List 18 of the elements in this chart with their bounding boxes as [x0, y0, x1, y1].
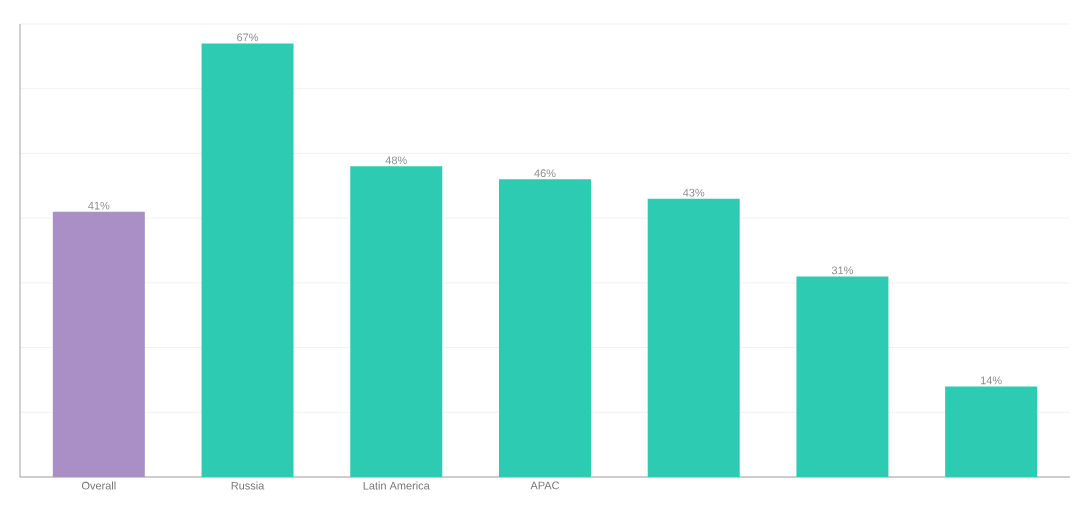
bar [52, 211, 145, 477]
data-label: 14% [981, 376, 1002, 385]
data-label: 41% [88, 201, 110, 210]
bar [498, 179, 591, 477]
bar [350, 166, 443, 477]
data-label: 43% [682, 188, 705, 197]
x-tick-label: Overall [81, 481, 116, 490]
data-label: 31% [831, 266, 853, 275]
bar [945, 386, 1038, 477]
data-label: 48% [385, 156, 407, 165]
data-label: 67% [237, 33, 259, 42]
x-tick-label: APAC [530, 481, 560, 490]
data-label: 46% [534, 169, 556, 178]
bar [647, 198, 740, 477]
x-tick-label: Latin America [363, 481, 430, 490]
bar [201, 43, 294, 477]
bar [796, 276, 889, 477]
x-tick-label: Russia [231, 481, 265, 490]
